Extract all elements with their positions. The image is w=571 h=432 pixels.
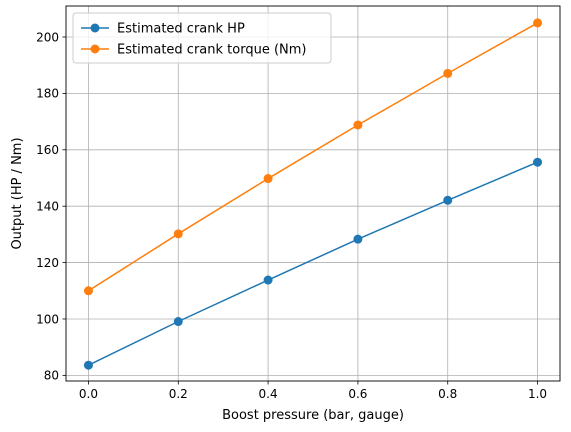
y-tick-label: 140	[36, 199, 59, 213]
data-point	[443, 195, 453, 205]
data-point	[533, 157, 543, 167]
y-tick-label: 180	[36, 87, 59, 101]
series-layer	[83, 18, 543, 370]
legend-swatch-marker-torque	[90, 44, 100, 54]
data-point	[83, 286, 93, 296]
y-tick-label: 100	[36, 312, 59, 326]
grid-lines	[66, 6, 560, 381]
legend-box	[72, 12, 332, 64]
series-line	[88, 161, 538, 366]
data-point	[263, 275, 273, 285]
y-tick-label: 80	[44, 369, 59, 383]
series-1	[83, 18, 543, 296]
legend: Estimated crank HP Estimated crank torqu…	[72, 12, 332, 64]
data-point	[173, 317, 183, 327]
series-0	[83, 157, 543, 370]
y-axis-ticks: 80 100 120 140 160 180 200	[36, 30, 66, 383]
x-tick-label: 1.0	[528, 387, 547, 401]
legend-label-torque: Estimated crank torque (Nm)	[117, 43, 306, 58]
x-axis-label: Boost pressure (bar, gauge)	[222, 408, 404, 423]
data-point	[83, 360, 93, 370]
y-tick-label: 120	[36, 256, 59, 270]
data-point	[353, 234, 363, 244]
x-tick-label: 0.2	[169, 387, 188, 401]
plot-frame	[65, 5, 561, 382]
x-tick-label: 0.0	[79, 387, 98, 401]
legend-entry-hp: Estimated crank HP	[81, 22, 245, 37]
data-point	[173, 229, 183, 239]
legend-entry-torque: Estimated crank torque (Nm)	[81, 43, 306, 58]
legend-swatch-marker-hp	[90, 23, 100, 33]
y-axis-label: Output (HP / Nm)	[10, 137, 25, 249]
data-point	[443, 68, 453, 78]
data-point	[533, 18, 543, 28]
y-tick-label: 200	[36, 30, 59, 44]
x-tick-label: 0.6	[348, 387, 367, 401]
x-axis-ticks: 0.0 0.2 0.4 0.6 0.8 1.0	[79, 381, 547, 401]
x-tick-label: 0.4	[259, 387, 278, 401]
data-point	[263, 174, 273, 184]
y-tick-label: 160	[36, 143, 59, 157]
data-point	[353, 120, 363, 130]
x-tick-label: 0.8	[438, 387, 457, 401]
legend-label-hp: Estimated crank HP	[117, 22, 245, 37]
series-line	[88, 22, 538, 292]
